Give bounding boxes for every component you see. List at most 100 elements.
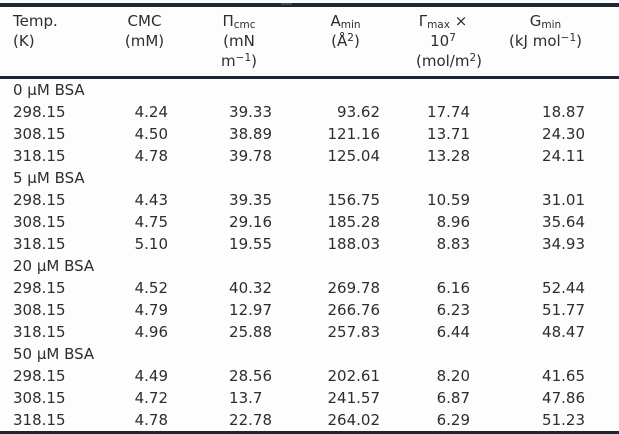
table-cell: 4.78 bbox=[134, 147, 168, 165]
table-cell: 28.56 bbox=[229, 367, 272, 385]
table-cell: 4.78 bbox=[134, 411, 168, 429]
table-cell: 264.02 bbox=[327, 411, 381, 429]
table-cell: 48.47 bbox=[542, 323, 585, 341]
thermodynamic-parameters-table: Temp. (K) CMC (mM) Πcmc (mN m−1) Amin (Å… bbox=[0, 7, 619, 434]
table-cell: 298.15 bbox=[13, 367, 66, 385]
group-row: 0 μM BSA bbox=[0, 78, 619, 102]
table-row: 298.15 4.49 28.56 202.61 8.20 41.65 bbox=[0, 365, 619, 387]
table-cell: 13.71 bbox=[427, 125, 470, 143]
column-unit: (K) bbox=[13, 32, 35, 50]
column-unit: (Å2) bbox=[331, 32, 360, 50]
table-cell: 4.96 bbox=[134, 323, 168, 341]
table-cell: 41.65 bbox=[542, 367, 585, 385]
table-cell: 4.24 bbox=[134, 103, 168, 121]
table-row: 298.15 4.52 40.32 269.78 6.16 52.44 bbox=[0, 277, 619, 299]
table-row: 308.15 4.72 13.70 241.57 6.87 47.86 bbox=[0, 387, 619, 409]
table-cell: 4.75 bbox=[134, 213, 168, 231]
column-header-a-min: Amin (Å2) bbox=[310, 7, 415, 79]
clipped-caption-fragment bbox=[281, 3, 292, 5]
table-cell: 24.11 bbox=[542, 147, 585, 165]
table-cell: 241.57 bbox=[327, 389, 381, 407]
table-cell: 19.55 bbox=[229, 235, 272, 253]
column-unit: (mN m−1) bbox=[221, 32, 257, 70]
column-unit: (mol/m2) bbox=[416, 52, 483, 70]
table-cell: 308.15 bbox=[13, 125, 66, 143]
group-row: 50 μM BSA bbox=[0, 343, 619, 365]
table-cell: 308.15 bbox=[13, 301, 66, 319]
table-cell: 4.52 bbox=[134, 279, 168, 297]
column-header-temp: Temp. (K) bbox=[0, 7, 120, 79]
column-unit: (mM) bbox=[124, 32, 165, 50]
column-label: Γmax × 107 bbox=[418, 12, 468, 50]
table-cell: 269.78 bbox=[327, 279, 381, 297]
table-top-rule bbox=[0, 3, 619, 7]
table-cell: 318.15 bbox=[13, 235, 66, 253]
column-label: Πcmc bbox=[222, 12, 256, 31]
table-cell: 4.49 bbox=[134, 367, 168, 385]
table-cell: 12.97 bbox=[229, 301, 272, 319]
table-cell: 188.03 bbox=[327, 235, 381, 253]
table-cell: 29.16 bbox=[229, 213, 272, 231]
table-cell: 24.30 bbox=[542, 125, 585, 143]
table-cell: 185.28 bbox=[327, 213, 381, 231]
table-cell: 10.59 bbox=[427, 191, 470, 209]
table-cell: 298.15 bbox=[13, 279, 66, 297]
table-cell: 40.32 bbox=[229, 279, 272, 297]
table-cell: 18.87 bbox=[542, 103, 585, 121]
table-cell: 52.44 bbox=[542, 279, 585, 297]
table-cell: 298.15 bbox=[13, 103, 66, 121]
table-cell: 6.87 bbox=[436, 389, 470, 407]
column-label: Gmin bbox=[529, 12, 562, 31]
column-label: Temp. bbox=[13, 12, 58, 30]
header-row: Temp. (K) CMC (mM) Πcmc (mN m−1) Amin (Å… bbox=[0, 7, 619, 79]
column-unit: (kJ mol−1) bbox=[508, 32, 583, 50]
table-row: 308.15 4.50 38.89 121.16 13.71 24.30 bbox=[0, 123, 619, 145]
table-cell: 6.23 bbox=[436, 301, 470, 319]
table-cell: 4.72 bbox=[134, 389, 168, 407]
table-row: 308.15 4.75 29.16 185.28 8.96 35.64 bbox=[0, 211, 619, 233]
table-cell: 8.83 bbox=[436, 235, 470, 253]
table-cell: 25.88 bbox=[229, 323, 272, 341]
table-cell: 308.15 bbox=[13, 389, 66, 407]
column-header-gamma-max: Γmax × 107 (mol/m2) bbox=[415, 7, 505, 79]
table-cell: 5.10 bbox=[134, 235, 168, 253]
table-cell: 318.15 bbox=[13, 323, 66, 341]
group-row: 5 μM BSA bbox=[0, 167, 619, 189]
table-cell: 35.64 bbox=[542, 213, 585, 231]
table-cell: 6.29 bbox=[436, 411, 470, 429]
table-cell: 4.43 bbox=[134, 191, 168, 209]
table-cell: 318.15 bbox=[13, 147, 66, 165]
group-row: 20 μM BSA bbox=[0, 255, 619, 277]
table-row: 298.15 4.24 39.33 93.62 17.74 18.87 bbox=[0, 101, 619, 123]
table-cell: 17.74 bbox=[427, 103, 470, 121]
table-cell: 39.33 bbox=[229, 103, 272, 121]
table-cell: 266.76 bbox=[327, 301, 381, 319]
group-label: 5 μM BSA bbox=[13, 169, 85, 187]
group-label: 50 μM BSA bbox=[13, 345, 95, 363]
table-row: 318.15 4.78 22.78 264.02 6.29 51.23 bbox=[0, 409, 619, 433]
table-cell: 8.96 bbox=[436, 213, 470, 231]
table-cell: 318.15 bbox=[13, 411, 66, 429]
column-header-pi-cmc: Πcmc (mN m−1) bbox=[205, 7, 310, 79]
table-cell: 202.61 bbox=[327, 367, 381, 385]
table-cell: 4.50 bbox=[134, 125, 168, 143]
table-row: 308.15 4.79 12.97 266.76 6.23 51.77 bbox=[0, 299, 619, 321]
table-cell: 47.86 bbox=[542, 389, 585, 407]
column-header-g-min: Gmin (kJ mol−1) bbox=[505, 7, 619, 79]
table-cell: 308.15 bbox=[13, 213, 66, 231]
table-cell: 6.44 bbox=[436, 323, 470, 341]
group-label: 0 μM BSA bbox=[13, 81, 85, 99]
table-cell: 13.70 bbox=[229, 389, 263, 407]
group-label: 20 μM BSA bbox=[13, 257, 95, 275]
table-header: Temp. (K) CMC (mM) Πcmc (mN m−1) Amin (Å… bbox=[0, 7, 619, 79]
table-cell: 93.62 bbox=[337, 103, 380, 121]
paper-table-page: Temp. (K) CMC (mM) Πcmc (mN m−1) Amin (Å… bbox=[0, 3, 619, 434]
column-header-cmc: CMC (mM) bbox=[120, 7, 205, 79]
table-cell: 38.89 bbox=[229, 125, 272, 143]
table-cell: 156.75 bbox=[327, 191, 381, 209]
table-row: 318.15 4.96 25.88 257.83 6.44 48.47 bbox=[0, 321, 619, 343]
table-body: 0 μM BSA 298.15 4.24 39.33 93.62 17.74 18.87 30… bbox=[0, 78, 619, 433]
table-cell: 125.04 bbox=[327, 147, 381, 165]
table-cell: 31.01 bbox=[542, 191, 585, 209]
column-label: CMC bbox=[127, 12, 162, 30]
